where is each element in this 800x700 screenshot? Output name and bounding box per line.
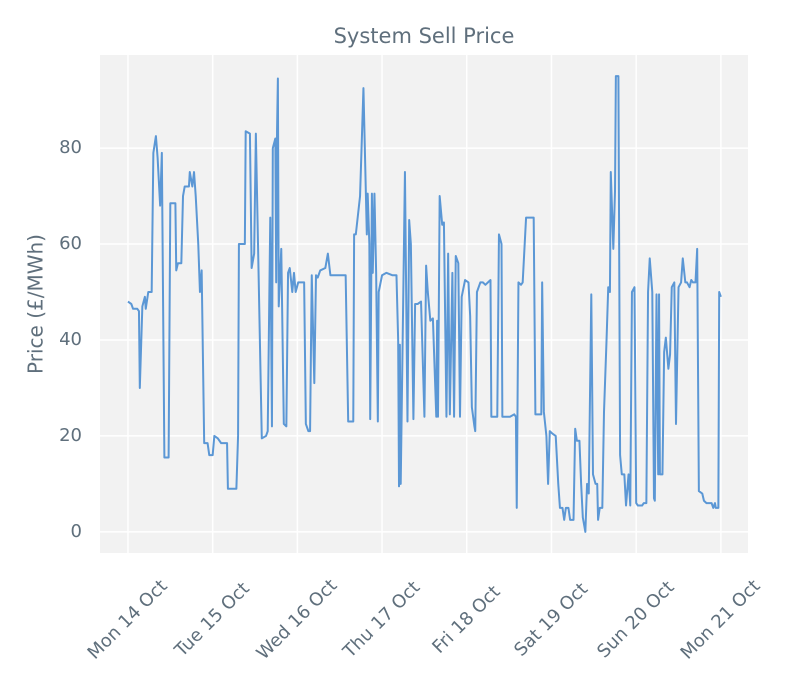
y-tick-label: 40 xyxy=(59,329,82,350)
x-tick-label: Mon 21 Oct xyxy=(677,576,765,664)
x-tick-label: Tue 15 Oct xyxy=(170,578,254,662)
y-tick-label: 20 xyxy=(59,425,82,446)
x-tick-label: Sat 19 Oct xyxy=(510,579,592,661)
price-line xyxy=(127,75,722,533)
x-tick-label: Wed 16 Oct xyxy=(253,575,342,664)
grid xyxy=(100,55,748,553)
x-tick-label: Mon 14 Oct xyxy=(84,576,172,664)
x-tick-label: Thu 17 Oct xyxy=(338,577,424,663)
y-tick-label: 80 xyxy=(59,137,82,158)
y-tick-label: 0 xyxy=(71,521,82,542)
marks xyxy=(127,75,722,533)
x-tick-label: Sun 20 Oct xyxy=(593,577,678,662)
chart-title: System Sell Price xyxy=(334,24,515,48)
x-tick-label: Fri 18 Oct xyxy=(428,581,504,657)
y-axis-label: Price (£/MWh) xyxy=(24,234,48,374)
plot-area xyxy=(100,55,748,553)
y-tick-label: 60 xyxy=(59,233,82,254)
